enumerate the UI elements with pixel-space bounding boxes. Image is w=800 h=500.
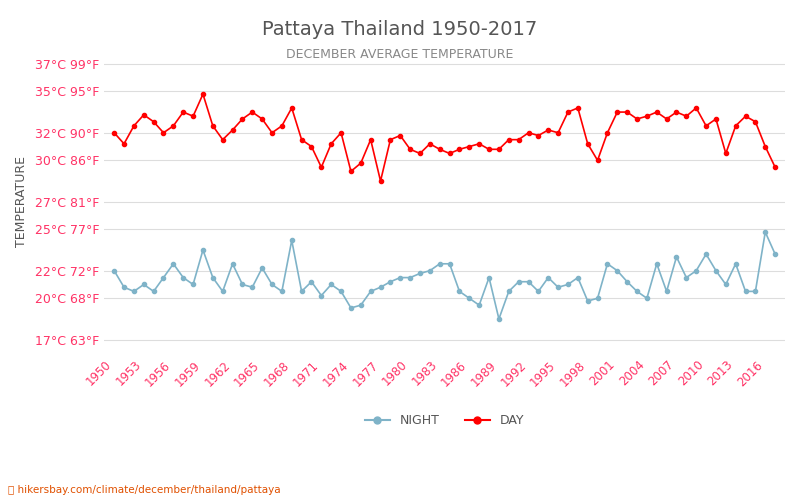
Y-axis label: TEMPERATURE: TEMPERATURE	[15, 156, 28, 247]
Legend: NIGHT, DAY: NIGHT, DAY	[360, 409, 530, 432]
Text: 🔶 hikersbay.com/climate/december/thailand/pattaya: 🔶 hikersbay.com/climate/december/thailan…	[8, 485, 281, 495]
Text: Pattaya Thailand 1950-2017: Pattaya Thailand 1950-2017	[262, 20, 538, 39]
Text: DECEMBER AVERAGE TEMPERATURE: DECEMBER AVERAGE TEMPERATURE	[286, 48, 514, 60]
